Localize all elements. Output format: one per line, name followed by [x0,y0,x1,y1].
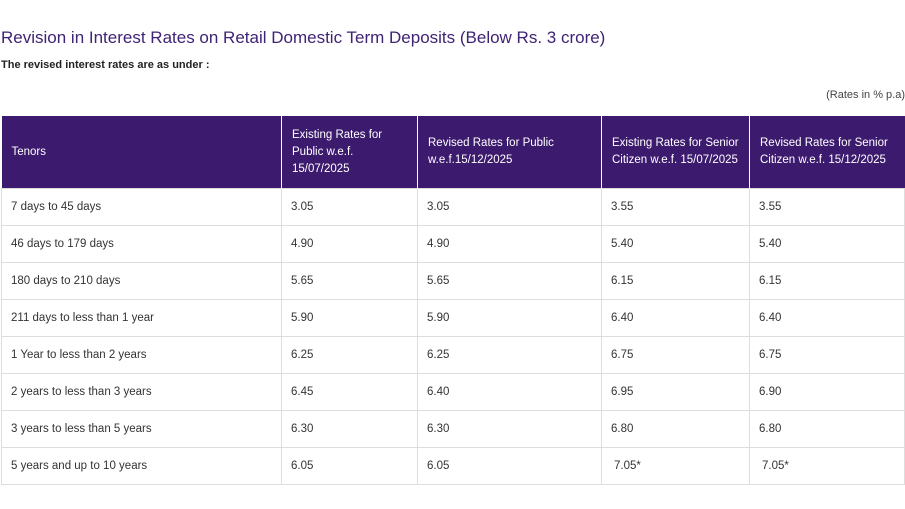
rate-cell: 6.95 [601,373,750,411]
rate-cell: 6.40 [749,299,905,337]
rate-cell: 5.90 [417,299,602,337]
table-row: 2 years to less than 3 years 6.45 6.40 6… [1,373,905,411]
rate-cell: 6.30 [417,410,602,448]
tenor-cell: 180 days to 210 days [1,262,282,300]
rate-cell: 5.65 [417,262,602,300]
tenor-cell: 7 days to 45 days [1,188,282,226]
rate-cell: 6.45 [281,373,418,411]
tenor-cell: 2 years to less than 3 years [1,373,282,411]
tenor-cell: 3 years to less than 5 years [1,410,282,448]
header-existing-senior: Existing Rates for Senior Citizen w.e.f.… [601,116,750,189]
rate-cell: 4.90 [281,225,418,263]
rate-cell: 6.25 [281,336,418,374]
table-row: 1 Year to less than 2 years 6.25 6.25 6.… [1,336,905,374]
header-revised-public: Revised Rates for Public w.e.f.15/12/202… [417,116,602,189]
rate-cell: 5.40 [749,225,905,263]
header-tenors: Tenors [1,116,282,189]
rate-cell: 6.80 [601,410,750,448]
page-title: Revision in Interest Rates on Retail Dom… [1,28,606,47]
rate-cell: 6.75 [749,336,905,374]
rate-cell: 5.90 [281,299,418,337]
rate-cell: 6.25 [417,336,602,374]
tenor-cell: 211 days to less than 1 year [1,299,282,337]
rate-cell: 7.05* [749,447,905,485]
rate-cell: 7.05* [601,447,750,485]
table-row: 46 days to 179 days 4.90 4.90 5.40 5.40 [1,225,905,263]
rate-cell: 3.55 [749,188,905,226]
rate-cell: 6.15 [749,262,905,300]
header-revised-senior: Revised Rates for Senior Citizen w.e.f. … [749,116,905,189]
rate-cell: 5.65 [281,262,418,300]
rate-cell: 6.90 [749,373,905,411]
page-subtitle: The revised interest rates are as under … [1,59,210,71]
units-note: (Rates in % p.a) [826,89,905,101]
rate-cell: 6.15 [601,262,750,300]
table-header: Tenors Existing Rates for Public w.e.f. … [1,116,905,189]
table-row: 3 years to less than 5 years 6.30 6.30 6… [1,410,905,448]
table-row: 5 years and up to 10 years 6.05 6.05 7.0… [1,447,905,485]
rate-cell: 6.40 [601,299,750,337]
rate-cell: 6.05 [417,447,602,485]
rate-cell: 5.40 [601,225,750,263]
table-body: 7 days to 45 days 3.05 3.05 3.55 3.55 46… [1,188,905,485]
interest-rates-table: Tenors Existing Rates for Public w.e.f. … [1,116,905,485]
rate-cell: 6.40 [417,373,602,411]
tenor-cell: 1 Year to less than 2 years [1,336,282,374]
table-row: 7 days to 45 days 3.05 3.05 3.55 3.55 [1,188,905,226]
rate-cell: 6.30 [281,410,418,448]
tenor-cell: 46 days to 179 days [1,225,282,263]
rate-cell: 6.05 [281,447,418,485]
rate-cell: 3.05 [417,188,602,226]
rate-cell: 6.75 [601,336,750,374]
tenor-cell: 5 years and up to 10 years [1,447,282,485]
rate-cell: 4.90 [417,225,602,263]
header-existing-public: Existing Rates for Public w.e.f. 15/07/2… [281,116,418,189]
table-row: 180 days to 210 days 5.65 5.65 6.15 6.15 [1,262,905,300]
rate-cell: 3.05 [281,188,418,226]
rate-cell: 6.80 [749,410,905,448]
table-header-row: Tenors Existing Rates for Public w.e.f. … [1,116,905,189]
rate-cell: 3.55 [601,188,750,226]
table-row: 211 days to less than 1 year 5.90 5.90 6… [1,299,905,337]
